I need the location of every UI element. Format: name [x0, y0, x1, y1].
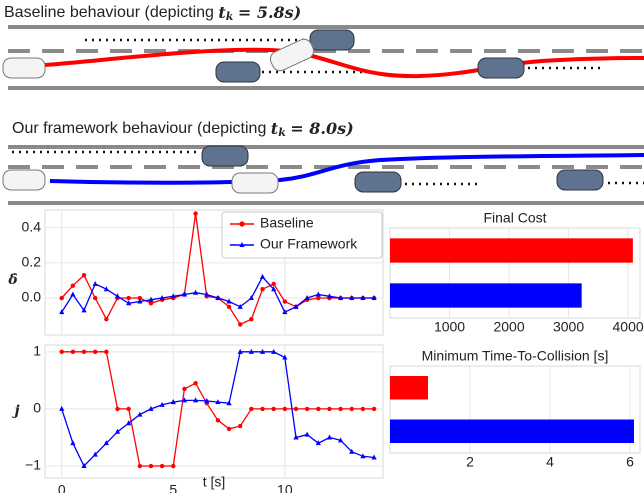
- x-tick-label: 4: [546, 454, 554, 470]
- series-line: [62, 277, 374, 312]
- x-tick-label: 0: [58, 482, 66, 493]
- data-point: [70, 440, 75, 445]
- data-point: [149, 464, 153, 468]
- figure: Baseline behaviour (depicting tk = 5.8s)…: [0, 0, 644, 493]
- data-point: [138, 464, 142, 468]
- x-tick-label: 10: [277, 482, 293, 493]
- x-axis-label: t [s]: [203, 474, 226, 490]
- bar: [390, 238, 633, 262]
- chart-title: Final Cost: [483, 210, 546, 226]
- data-point: [271, 282, 275, 286]
- chart-title: Minimum Time-To-Collision [s]: [422, 348, 609, 364]
- x-tick-label: 4000: [613, 319, 644, 335]
- x-tick-label: 1000: [434, 319, 465, 335]
- x-tick-label: 6: [626, 454, 634, 470]
- data-point: [71, 284, 75, 288]
- data-point: [305, 407, 309, 411]
- data-point: [350, 407, 354, 411]
- data-point: [238, 322, 242, 326]
- y-tick-label: 0: [33, 400, 41, 416]
- data-point: [305, 432, 310, 437]
- car: [202, 146, 248, 166]
- y-tick-label: 0.2: [22, 254, 42, 270]
- data-point: [327, 434, 332, 439]
- ego-car: [232, 173, 278, 193]
- y-tick-label: 0.4: [22, 218, 42, 234]
- scene-baseline: Baseline behaviour (depicting tk = 5.8s): [3, 3, 644, 89]
- ego-car: [3, 58, 45, 78]
- data-point: [115, 407, 119, 411]
- y-axis-label: δ̇: [7, 271, 17, 288]
- data-point: [160, 464, 164, 468]
- data-point: [182, 387, 186, 391]
- data-point: [60, 350, 64, 354]
- bar: [390, 376, 428, 399]
- car: [310, 30, 354, 50]
- data-point: [82, 350, 86, 354]
- data-point: [283, 407, 287, 411]
- data-point: [193, 290, 198, 295]
- data-point: [260, 274, 265, 279]
- data-point: [227, 427, 231, 431]
- y-tick-label: 1: [33, 343, 41, 359]
- data-point: [171, 464, 175, 468]
- data-point: [294, 407, 298, 411]
- data-point: [316, 407, 320, 411]
- ego-car: [3, 170, 45, 190]
- car: [355, 172, 401, 192]
- bar: [390, 283, 582, 307]
- data-point: [316, 292, 321, 297]
- x-tick-label: 2000: [493, 319, 524, 335]
- data-point: [361, 407, 365, 411]
- data-point: [249, 317, 253, 321]
- data-point: [216, 418, 220, 422]
- data-point: [115, 429, 120, 434]
- data-point: [238, 424, 242, 428]
- data-point: [104, 350, 108, 354]
- data-point: [372, 407, 376, 411]
- data-point: [271, 407, 275, 411]
- legend-label: Baseline: [260, 215, 314, 231]
- data-point: [93, 281, 98, 286]
- car: [216, 62, 260, 82]
- data-point: [249, 407, 253, 411]
- data-point: [60, 296, 64, 300]
- data-point: [70, 292, 75, 297]
- plot-frame: [45, 345, 383, 478]
- x-tick-label: 2: [466, 454, 474, 470]
- data-point: [93, 350, 97, 354]
- data-point: [71, 350, 75, 354]
- data-point: [260, 287, 264, 291]
- data-point: [338, 407, 342, 411]
- data-point: [93, 296, 97, 300]
- data-point: [82, 273, 86, 277]
- data-point: [327, 407, 331, 411]
- scene-caption: Our framework behaviour (depicting tk = …: [12, 119, 354, 140]
- data-point: [126, 407, 130, 411]
- bar: [390, 420, 634, 443]
- data-point: [227, 305, 231, 309]
- car: [478, 58, 524, 78]
- ego-trajectory: [45, 50, 644, 76]
- scene-caption: Baseline behaviour (depicting tk = 5.8s): [4, 3, 301, 24]
- x-tick-label: 5: [169, 482, 177, 493]
- data-point: [104, 317, 108, 321]
- data-point: [260, 407, 264, 411]
- y-tick-label: −1: [25, 457, 41, 473]
- data-point: [193, 211, 197, 215]
- y-axis-label: j: [11, 403, 19, 419]
- y-tick-label: 0.0: [22, 289, 42, 305]
- x-tick-label: 3000: [553, 319, 584, 335]
- data-point: [283, 299, 287, 303]
- ego-car: [268, 37, 316, 74]
- legend-label: Our Framework: [260, 236, 358, 252]
- scene-framework: Our framework behaviour (depicting tk = …: [3, 119, 644, 204]
- data-point: [126, 296, 130, 300]
- legend-marker: [239, 221, 244, 226]
- car: [557, 170, 603, 190]
- data-point: [193, 381, 197, 385]
